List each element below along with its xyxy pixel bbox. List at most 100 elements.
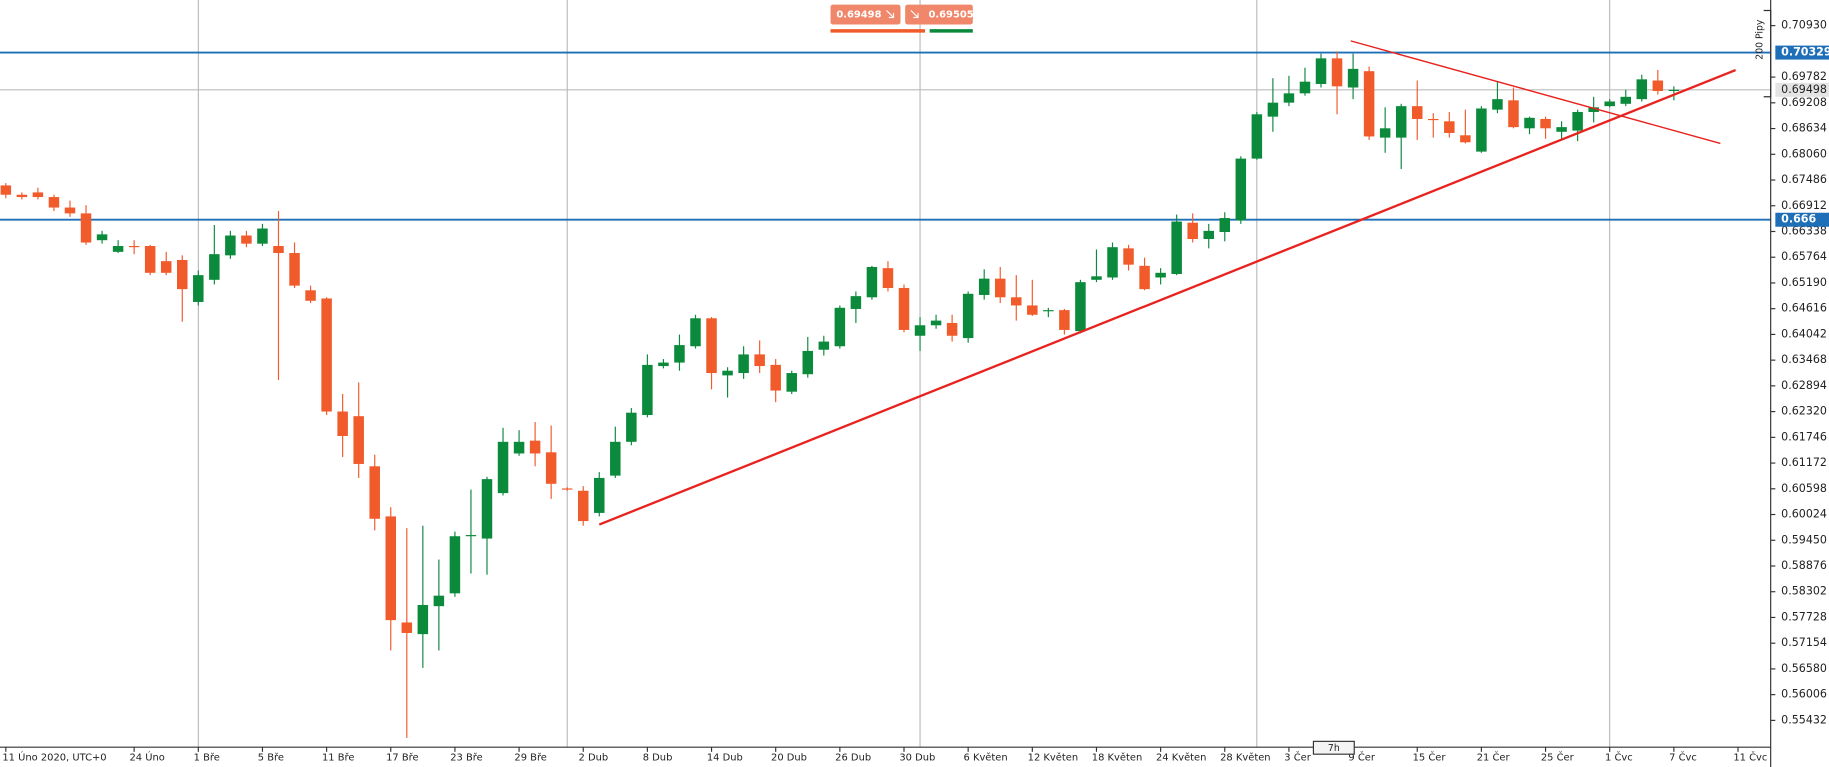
candle-body [690,318,701,347]
bid-ask-panel[interactable]: 0.69498 0.69505 [830,4,974,33]
candle-body [978,278,990,295]
y-tick-label: 0.65190 [1781,276,1827,289]
candle-body [754,354,765,367]
candle-body [1379,128,1391,138]
candle-body [1139,265,1150,290]
trendline [598,68,1737,526]
candle-body [914,325,926,336]
candle-body [1604,101,1615,107]
candle-body [1043,310,1054,312]
x-tick-label: 1 Bře [194,752,220,764]
y-tick-label: 0.58302 [1781,585,1827,598]
candle-body [1444,121,1455,133]
candle-body [1267,102,1279,117]
candle-body [882,268,894,288]
candle-body [1091,276,1102,280]
candle-body [1155,272,1166,278]
measure-label: 200 Pipy [1755,19,1766,60]
candle-body [1075,282,1086,332]
candle-body [1011,297,1022,306]
current-price-label: 0.69498 [1781,83,1827,96]
x-tick-label: 29 Bře [514,752,547,764]
candle-body [658,362,669,367]
candle-body [1283,93,1295,103]
candle-body [529,440,541,454]
x-tick-label: 3 Čer [1284,751,1311,764]
candle-body [1524,117,1535,129]
candle-body [545,452,557,484]
x-tick-label: 14 Dub [707,753,743,764]
candle-body [417,604,429,635]
y-tick-label: 0.64042 [1781,327,1827,340]
candle-body [1428,118,1439,121]
y-tick-label: 0.66338 [1781,224,1827,237]
axes: 0.70930 0.69782 0.69208 0.68634 0.68060 0.674… [2,19,1829,764]
y-tick-label: 0.65764 [1781,250,1827,263]
candle-body [449,536,461,594]
y-tick-label: 0.60598 [1781,482,1827,495]
candle-body [786,373,797,392]
y-tick-label: 0.69208 [1781,96,1827,109]
y-tick-label: 0.62894 [1781,379,1827,392]
candle-body [385,516,397,621]
candle-body [962,293,974,339]
x-tick-label: 25 Čer [1541,751,1575,764]
x-tick-label: 24 Úno [129,751,164,764]
candle-body [1411,106,1423,119]
candle-body [946,322,958,336]
candle-body [626,412,637,442]
candle-body [48,197,60,208]
candle-body [850,296,862,309]
y-tick-label: 0.61746 [1781,430,1827,443]
candle-body [1636,79,1648,100]
x-tick-label: 6 Květen [963,752,1007,764]
candle-body [1123,248,1134,265]
candle-body [1347,68,1359,88]
candle-body [1187,222,1198,240]
grid [0,0,1771,748]
candle-body [674,345,685,363]
candle-body [353,416,364,464]
x-tick-label: 23 Bře [450,752,483,764]
buy-button[interactable] [905,4,973,25]
candle-body [305,290,316,301]
y-tick-label: 0.68634 [1781,122,1827,135]
candle-body [16,194,28,198]
candle-body [177,259,188,290]
buy-bar [929,29,973,33]
y-tick-label: 0.62320 [1781,405,1827,418]
buy-icon [910,10,919,19]
candle-body [1171,221,1182,274]
y-tick-label: 0.56580 [1781,662,1827,675]
sell-button[interactable] [830,4,901,25]
candle-body [834,307,846,347]
candle-body [433,595,445,607]
candle-body [337,411,348,436]
candle-body [1395,106,1407,138]
candle-body [818,341,830,350]
candle-body [1235,158,1247,221]
candle-body [273,246,284,254]
timeframe-box[interactable] [1312,740,1355,755]
candle-body [898,287,910,330]
x-tick-label: 11 Bře [322,752,355,764]
candle-body [1315,58,1327,85]
candle-body [128,246,140,248]
candle-body [1331,58,1343,87]
x-tick-label: 21 Čer [1477,751,1511,764]
candle-body [738,354,749,374]
candle-body [1572,111,1583,131]
y-tick-label: 0.64616 [1781,302,1827,315]
candle-body [770,364,781,391]
candle-body [1219,218,1231,233]
candle-body [1652,80,1664,91]
y-tick-label: 0.58876 [1781,559,1827,572]
candle-body [930,320,942,326]
x-tick-label: 20 Dub [771,753,807,764]
candle-body [802,350,814,375]
y-tick-label: 0.55432 [1781,713,1827,726]
candle-body [1460,135,1471,143]
x-tick-label: 1 Čvc [1605,751,1633,764]
